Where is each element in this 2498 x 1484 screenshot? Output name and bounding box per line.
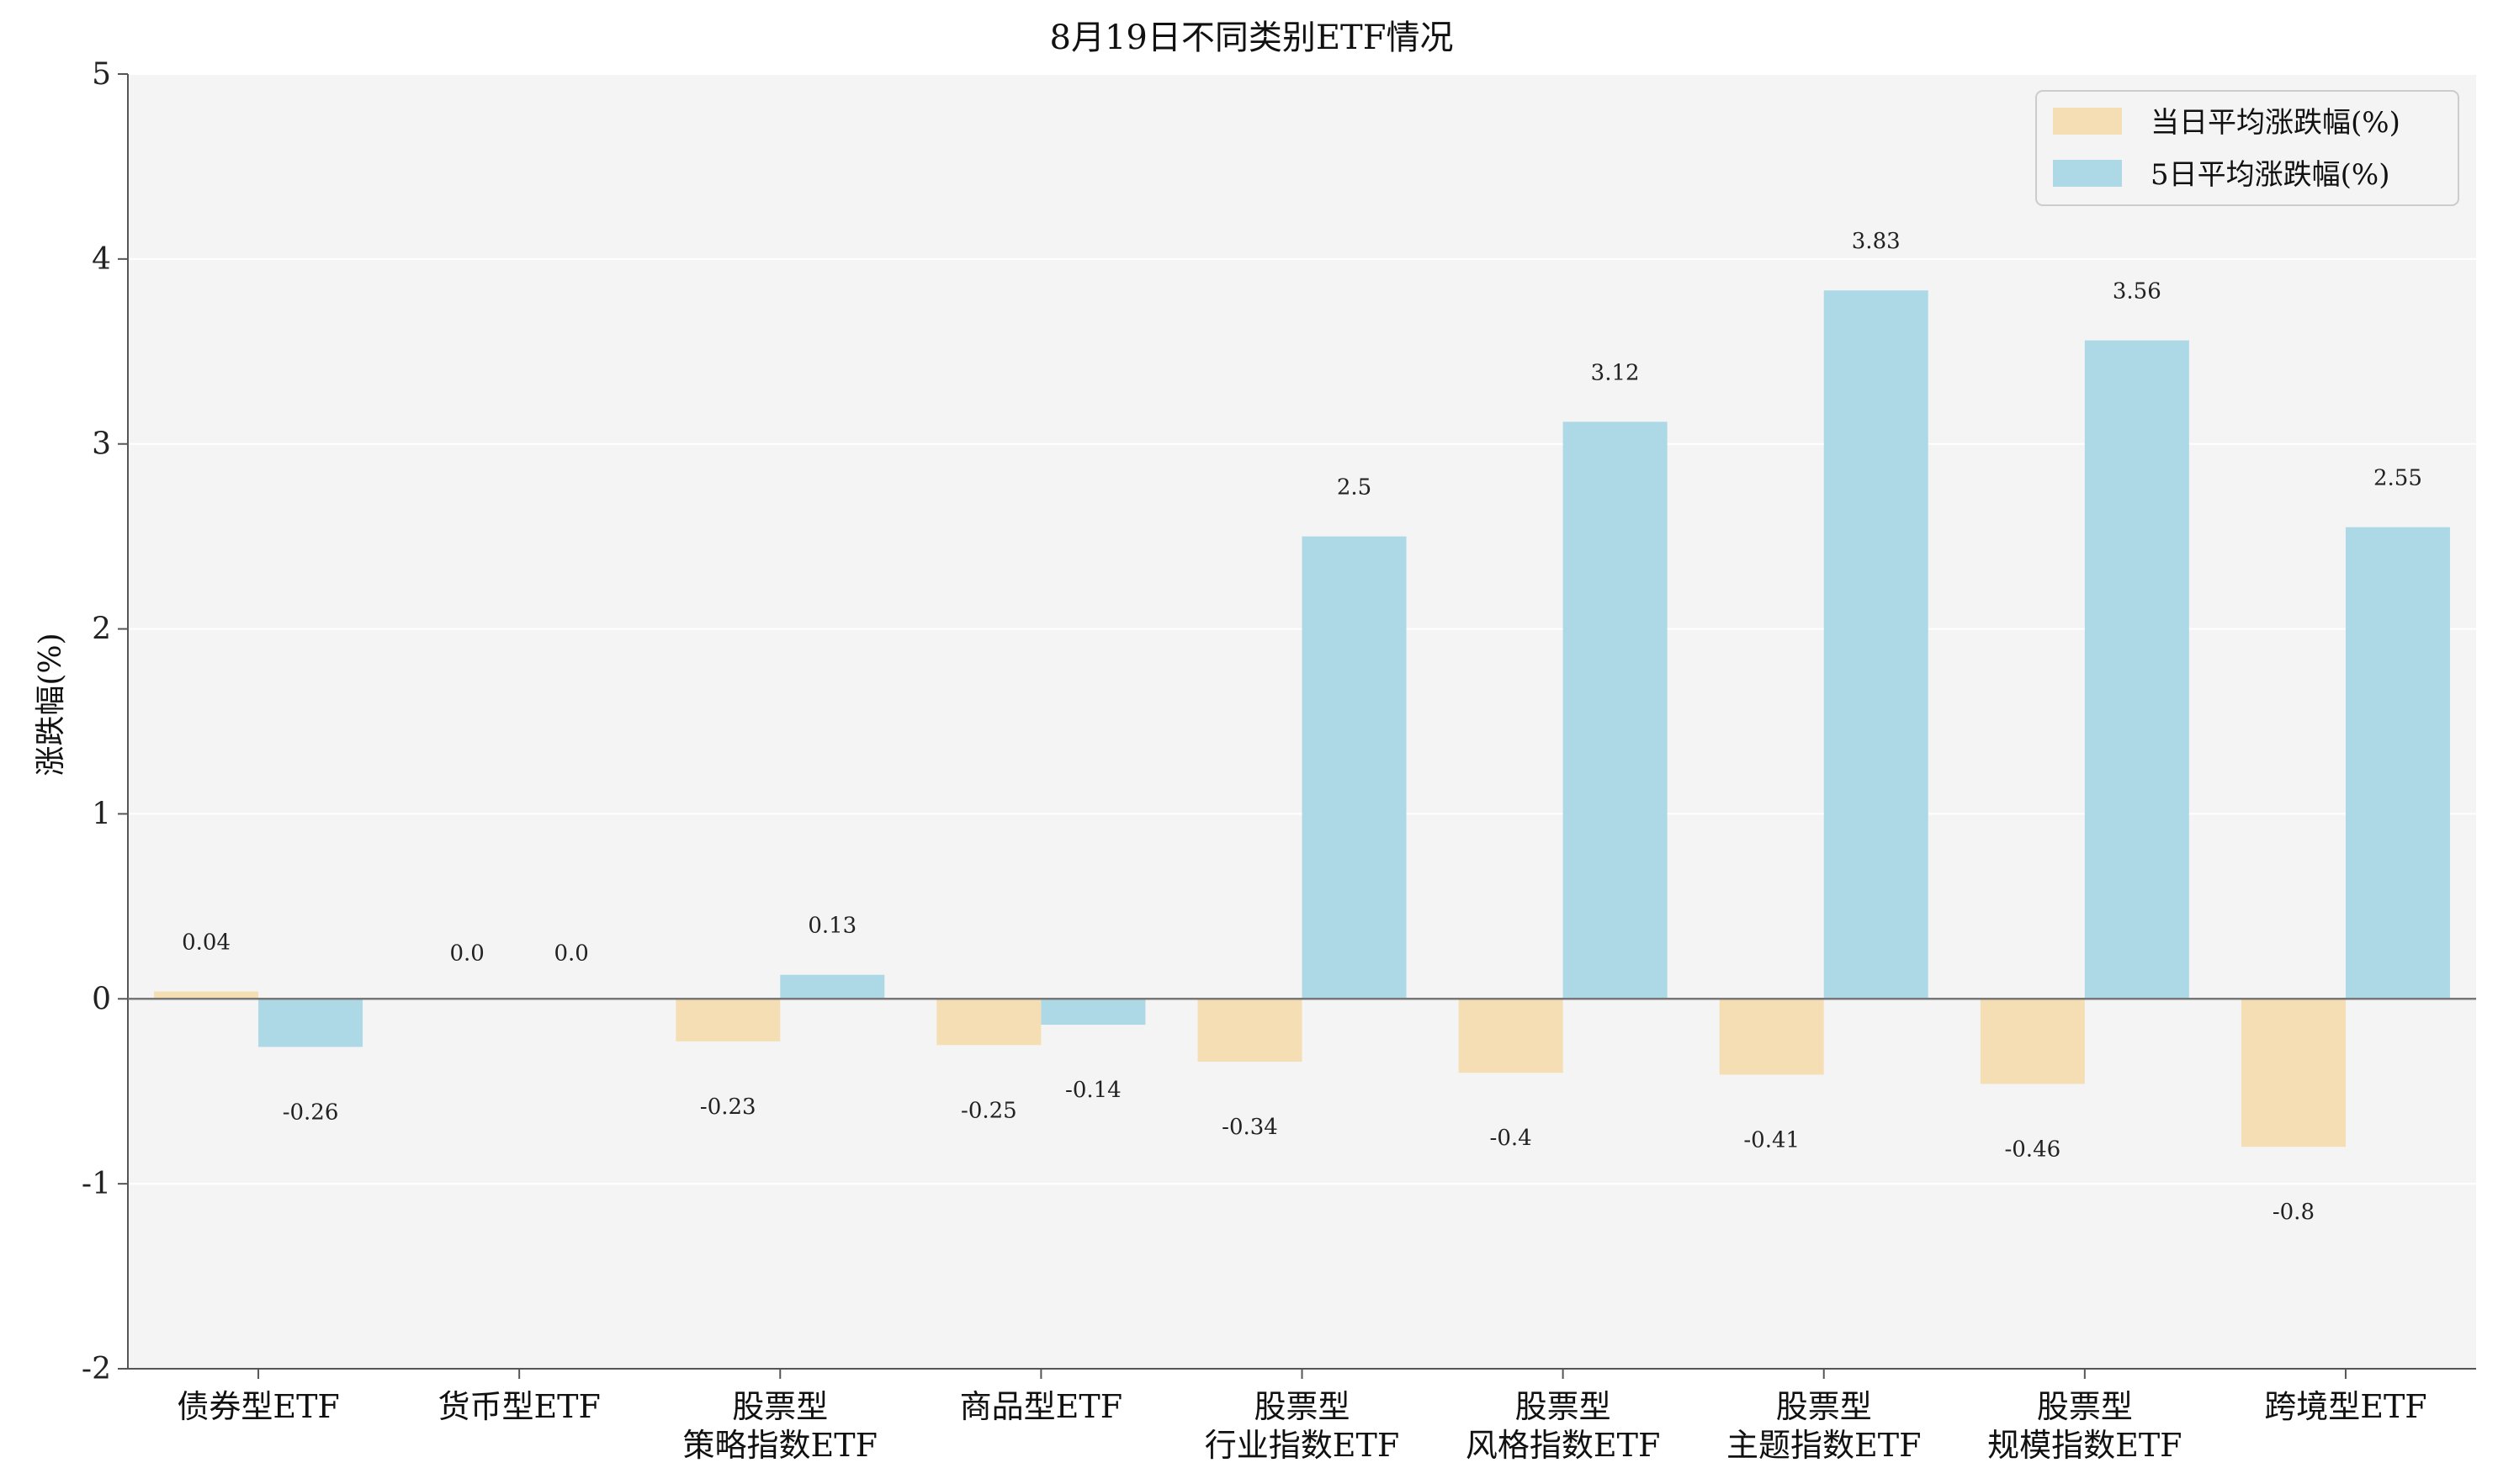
- bar-5day-change: [780, 974, 885, 999]
- y-axis-title: 涨跌幅(%): [34, 633, 68, 776]
- bar-daily-change: [1197, 999, 1302, 1063]
- x-tick-label: 规模指数ETF: [1987, 1427, 2182, 1464]
- y-tick-label: -1: [82, 1167, 111, 1201]
- x-tick-label: 股票型: [732, 1388, 828, 1425]
- data-label: 0.13: [808, 914, 857, 939]
- x-tick-label: 跨境型ETF: [2264, 1388, 2426, 1425]
- bar-daily-change: [154, 991, 259, 999]
- y-tick-label: 2: [92, 612, 111, 647]
- bar-daily-change: [676, 999, 781, 1041]
- legend-box: [2035, 90, 2459, 206]
- data-label: 2.5: [1337, 475, 1371, 501]
- bar-5day-change: [2345, 527, 2450, 999]
- y-tick-label: -2: [82, 1352, 111, 1386]
- data-label: 3.83: [1852, 229, 1901, 254]
- data-label: -0.25: [961, 1098, 1017, 1123]
- bar-5day-change: [1041, 999, 1146, 1026]
- x-tick-label: 商品型ETF: [960, 1388, 1122, 1425]
- data-label: -0.41: [1743, 1127, 1800, 1153]
- data-label: -0.34: [1222, 1115, 1278, 1140]
- bar-daily-change: [1719, 999, 1824, 1075]
- data-label: 3.56: [2113, 279, 2161, 305]
- x-tick-label: 行业指数ETF: [1205, 1427, 1399, 1464]
- bar-daily-change: [936, 999, 1042, 1046]
- legend-label: 当日平均涨跌幅(%): [2151, 106, 2400, 140]
- x-tick-label: 策略指数ETF: [683, 1427, 878, 1464]
- data-label: 0.0: [449, 941, 484, 966]
- y-tick-label: 1: [92, 797, 111, 831]
- bar-5day-change: [258, 999, 363, 1047]
- x-tick-label: 主题指数ETF: [1726, 1427, 1921, 1464]
- legend-swatch: [2053, 160, 2122, 187]
- bar-5day-change: [1562, 421, 1668, 999]
- x-tick-label: 股票型: [1254, 1388, 1350, 1425]
- data-label: -0.26: [283, 1100, 339, 1125]
- x-tick-label: 货币型ETF: [438, 1388, 600, 1425]
- x-tick-label: 债券型ETF: [177, 1388, 339, 1425]
- bar-5day-change: [2084, 340, 2189, 999]
- y-tick-label: 0: [92, 982, 111, 1016]
- bar-5day-change: [1823, 290, 1928, 999]
- bar-daily-change: [1980, 999, 2085, 1084]
- data-label: -0.4: [1490, 1126, 1532, 1151]
- x-tick-label: 风格指数ETF: [1466, 1427, 1660, 1464]
- x-tick-label: 股票型: [1515, 1388, 1611, 1425]
- bar-daily-change: [2241, 999, 2346, 1147]
- y-tick-label: 4: [92, 242, 111, 277]
- x-tick-label: 股票型: [2037, 1388, 2133, 1425]
- data-label: -0.23: [700, 1094, 756, 1120]
- legend-swatch: [2053, 108, 2122, 135]
- bar-daily-change: [1458, 999, 1563, 1073]
- data-label: 3.12: [1591, 360, 1640, 385]
- data-label: 0.04: [182, 930, 231, 955]
- chart-title: 8月19日不同类别ETF情况: [1050, 19, 1454, 57]
- bar-5day-change: [1302, 536, 1407, 999]
- x-tick-label: 股票型: [1776, 1388, 1872, 1425]
- y-tick-label: 3: [92, 427, 111, 462]
- data-label: -0.14: [1065, 1078, 1122, 1103]
- legend-label: 5日平均涨跌幅(%): [2151, 158, 2389, 192]
- data-label: -0.8: [2273, 1200, 2315, 1225]
- data-label: -0.46: [2004, 1137, 2060, 1162]
- y-tick-label: 5: [92, 57, 111, 92]
- data-label: 0.0: [554, 941, 588, 966]
- data-label: 2.55: [2373, 466, 2422, 491]
